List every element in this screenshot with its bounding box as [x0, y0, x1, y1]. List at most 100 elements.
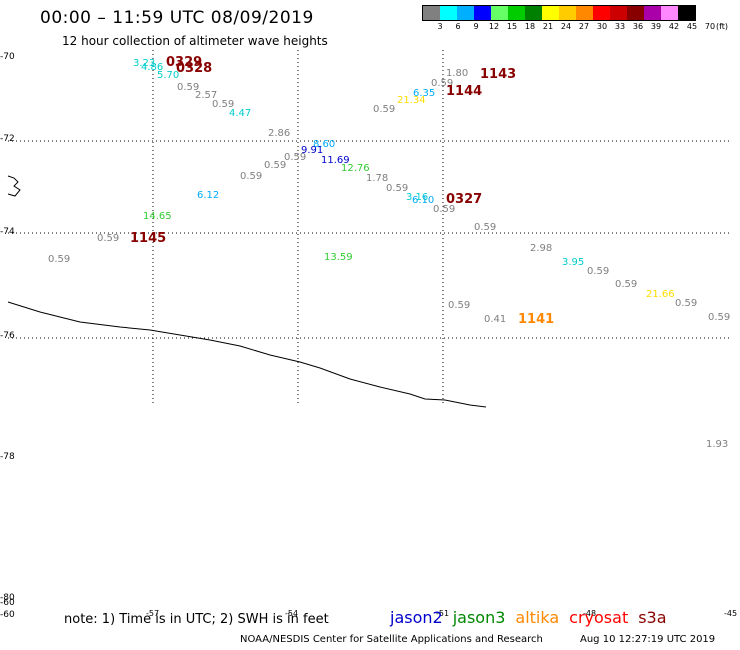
scale-swatch	[593, 6, 610, 20]
wave-height-value: 0.59	[708, 312, 731, 323]
scale-label: 45	[686, 22, 698, 31]
scale-label: 3	[437, 22, 443, 31]
corner-label: -60	[0, 610, 15, 620]
latitude-label: -78	[0, 452, 15, 462]
wave-height-value: 11.69	[321, 155, 350, 166]
coastline-inlet	[7, 175, 21, 197]
wave-height-value: 0.59	[97, 233, 120, 244]
pass-time-label: 0327	[446, 192, 483, 207]
wave-height-value: 6.35	[413, 88, 436, 99]
wave-height-value: 12.76	[341, 163, 370, 174]
scale-swatch	[440, 6, 457, 20]
wave-height-value: 4.86	[141, 62, 164, 73]
color-scale-bar	[422, 5, 696, 21]
wave-height-value: 0.59	[284, 152, 307, 163]
scale-label: 33	[614, 22, 626, 31]
satellite-legend: jason2 jason3 altika cryosat s3a	[390, 608, 667, 627]
wave-height-value: 0.59	[373, 104, 396, 115]
wave-height-value: 9.91	[301, 145, 324, 156]
scale-label: 36	[632, 22, 644, 31]
scale-swatch	[542, 6, 559, 20]
scale-swatch	[474, 6, 491, 20]
color-scale-labels: 3 6 9 12 15 18 21 24 27 30 33 36 39 42 45 70	[422, 22, 740, 34]
wave-height-value: 2.57	[195, 90, 218, 101]
scale-swatch	[491, 6, 508, 20]
scale-swatch	[661, 6, 678, 20]
satellite-legend-item: jason2	[390, 608, 443, 627]
wave-height-value: 4.47	[229, 108, 252, 119]
wave-height-value: 6.10	[412, 195, 435, 206]
wave-height-value: 0.59	[587, 266, 610, 277]
scale-label: 18	[524, 22, 536, 31]
latitude-label: -74	[0, 227, 15, 237]
scale-swatch	[576, 6, 593, 20]
wave-height-value: 5.70	[157, 70, 180, 81]
longitude-label: -51	[436, 609, 450, 618]
wave-height-value: 21.66	[646, 289, 675, 300]
wave-height-value: 0.59	[48, 254, 71, 265]
scale-swatch	[525, 6, 542, 20]
wave-height-value: 1.93	[706, 439, 729, 450]
wave-height-value: 1.80	[446, 68, 469, 79]
wave-height-value: 21.34	[397, 95, 426, 106]
latitude-label: -76	[0, 331, 15, 341]
scale-label: 21	[542, 22, 554, 31]
scale-label: 30	[596, 22, 608, 31]
longitude-label: -57	[146, 609, 160, 618]
scale-label: 24	[560, 22, 572, 31]
longitude-label: -45	[724, 609, 738, 618]
pass-time-label: 1141	[518, 312, 555, 327]
wave-height-value: 0.59	[177, 82, 200, 93]
pass-time-label: 1145	[130, 231, 167, 246]
wave-height-value: 0.59	[474, 222, 497, 233]
footnote: note: 1) Time is in UTC; 2) SWH is in fe…	[64, 612, 329, 627]
coastline	[7, 301, 487, 408]
pass-time-label: 0329	[166, 55, 203, 70]
latitude-label: -72	[0, 134, 15, 144]
credit-line: NOAA/NESDIS Center for Satellite Applica…	[240, 634, 543, 645]
wave-height-value: 6.12	[197, 190, 220, 201]
wave-height-value: 8.60	[313, 139, 336, 150]
scale-swatch	[559, 6, 576, 20]
wave-height-value: 3.16	[406, 192, 429, 203]
corner-label: -60	[0, 598, 15, 608]
scale-swatch	[644, 6, 661, 20]
scale-swatch	[457, 6, 474, 20]
scale-label: 39	[650, 22, 662, 31]
satellite-legend-item: jason3	[452, 608, 506, 627]
scale-swatch	[678, 6, 695, 20]
satellite-legend-item: altika	[515, 608, 560, 627]
scale-label: 6	[455, 22, 461, 31]
scale-swatch	[423, 6, 440, 20]
wave-height-value: 0.59	[433, 204, 456, 215]
map-subtitle: 12 hour collection of altimeter wave hei…	[62, 34, 328, 48]
timestamp: Aug 10 12:27:19 UTC 2019	[580, 634, 716, 645]
satellite-legend-item: cryosat	[569, 608, 629, 627]
scale-swatch	[610, 6, 627, 20]
scale-label: 9	[473, 22, 479, 31]
units-label: (ft)	[716, 22, 729, 31]
wave-height-value: 0.59	[386, 183, 409, 194]
pass-time-label: 0328	[176, 61, 213, 76]
satellite-legend-item: s3a	[638, 608, 667, 627]
scale-label: 70	[704, 22, 716, 31]
wave-height-value: 0.59	[264, 160, 287, 171]
wave-height-value: 0.59	[240, 171, 263, 182]
scale-label: 15	[506, 22, 518, 31]
scale-swatch	[627, 6, 644, 20]
wave-height-value: 0.41	[484, 314, 507, 325]
latitude-label: -80	[0, 593, 15, 603]
latitude-label: -70	[0, 52, 15, 62]
wave-height-value: 0.59	[615, 279, 638, 290]
pass-time-label: 1144	[446, 84, 483, 99]
wave-height-value: 0.59	[212, 99, 235, 110]
scale-label: 27	[578, 22, 590, 31]
pass-time-label: 1143	[480, 67, 517, 82]
scale-label: 42	[668, 22, 680, 31]
wave-height-value: 3.95	[562, 257, 585, 268]
longitude-label: -54	[285, 609, 299, 618]
wave-height-value: 0.59	[448, 300, 471, 311]
scale-label: 12	[488, 22, 500, 31]
wave-height-value: 0.59	[675, 298, 698, 309]
